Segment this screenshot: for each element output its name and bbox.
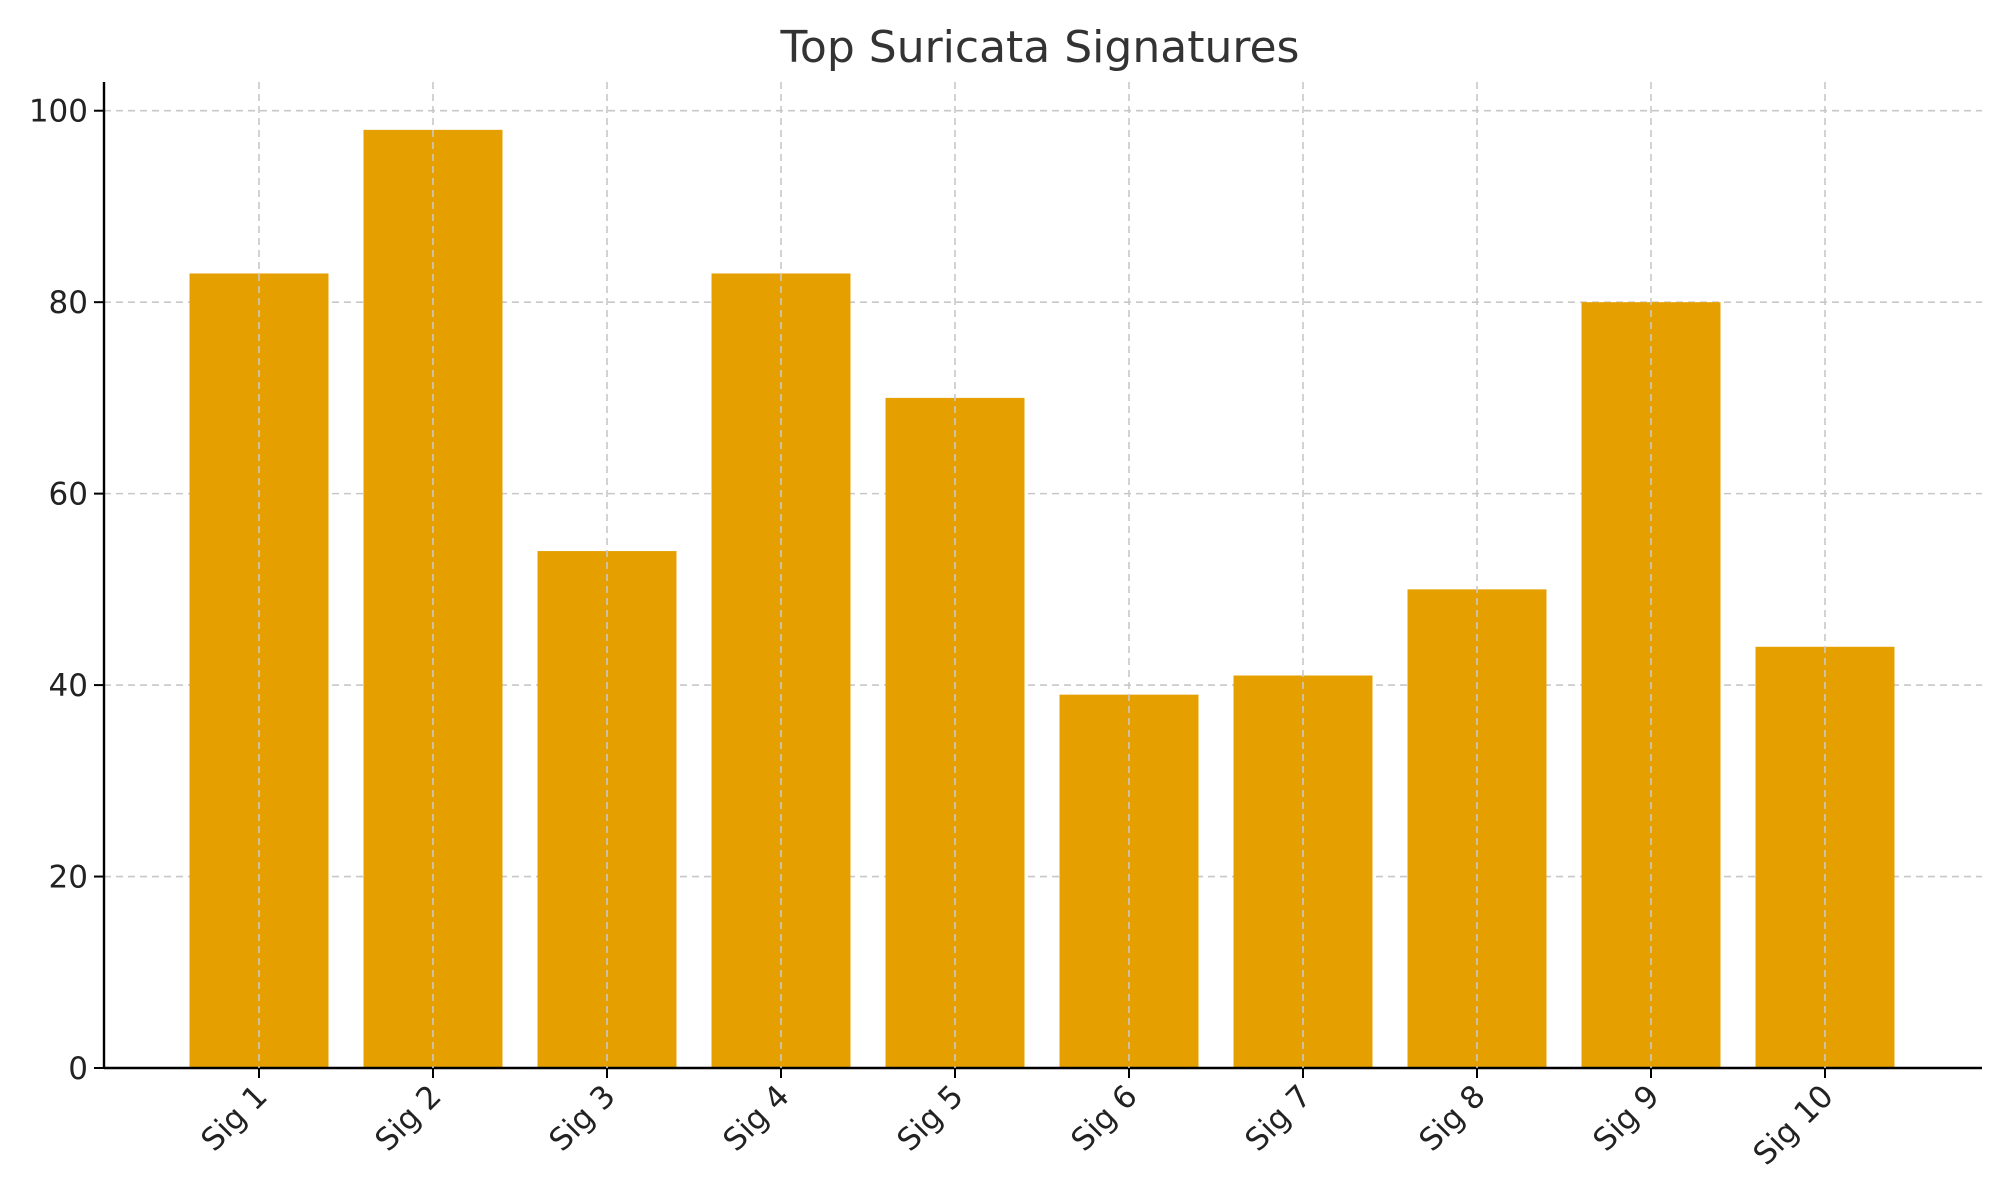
x-tick-label: Sig 8 <box>1412 1078 1492 1158</box>
y-tick-label: 0 <box>68 1051 88 1087</box>
chart-title: Top Suricata Signatures <box>780 22 1300 73</box>
bars-layer <box>189 129 1895 1068</box>
x-tick-label: Sig 6 <box>1064 1078 1144 1158</box>
y-tick-label: 100 <box>29 94 88 130</box>
y-tick-label: 40 <box>49 668 88 704</box>
x-tick-label: Sig 2 <box>368 1078 448 1158</box>
y-tick-label: 60 <box>49 477 88 513</box>
x-tick-label: Sig 4 <box>716 1078 796 1158</box>
x-tick-label: Sig 9 <box>1586 1078 1666 1158</box>
y-tick-label: 80 <box>49 285 88 321</box>
x-tick-label: Sig 7 <box>1238 1078 1318 1158</box>
x-tick-label: Sig 3 <box>542 1078 622 1158</box>
x-tick-label: Sig 10 <box>1746 1078 1840 1172</box>
bar <box>1233 675 1373 1068</box>
y-tick-label: 20 <box>49 860 88 896</box>
x-tick-label: Sig 5 <box>890 1078 970 1158</box>
axes-layer <box>102 82 1982 1070</box>
x-tick-label: Sig 1 <box>194 1078 274 1158</box>
